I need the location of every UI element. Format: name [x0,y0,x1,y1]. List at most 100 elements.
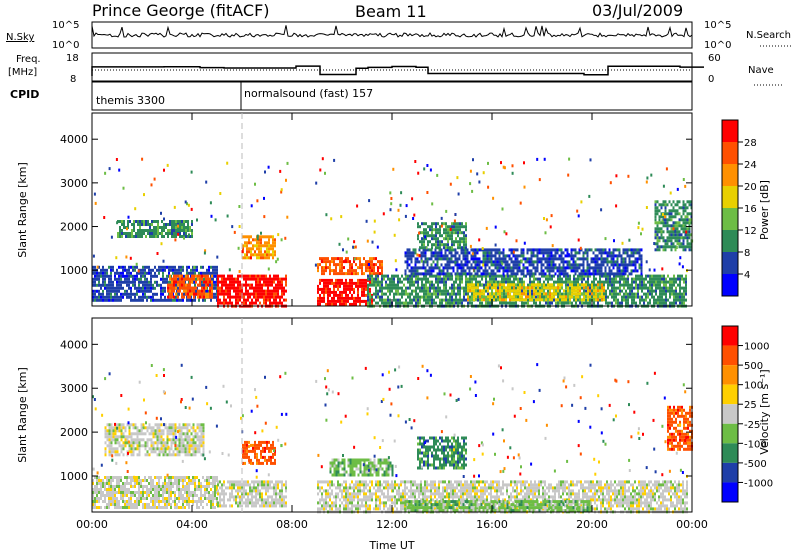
data-cell-8 [471,289,473,293]
data-cell-4 [252,244,254,248]
speckle-cell [373,219,376,223]
data-cell-2 [171,289,173,293]
speckle-cell [416,253,419,257]
data-cell-7 [393,295,395,299]
data-cell-9 [588,272,591,276]
data-cell-7 [609,289,611,293]
data-cell-7 [491,280,493,284]
data-cell-0 [154,292,156,296]
speckle-cell [250,204,253,208]
speckle-cell [389,191,392,195]
data-cell-8 [515,283,517,287]
data-cell-11 [660,221,663,225]
data-cell-1 [183,226,185,229]
data-cell-1 [135,232,137,235]
data-cell-10 [465,243,467,247]
data-cell-7 [615,301,617,305]
data-cell-8 [577,283,579,287]
data-cell-2 [183,295,185,299]
data-cell-7 [561,280,563,284]
data-cell-7 [651,289,653,293]
data-cell-8 [581,283,583,287]
data-cell-7 [665,277,667,281]
data-cell-2 [185,277,187,281]
speckle-cell [550,214,553,218]
data-cell-2 [183,286,185,290]
data-cell-0 [110,482,112,485]
data-cell-7 [413,274,415,278]
data-cell-0 [128,277,130,281]
data-cell-3 [247,292,249,296]
speckle-cell [538,178,541,182]
speckle-cell [177,232,180,236]
data-cell-3 [223,277,225,281]
data-cell-5 [345,284,347,288]
data-cell-9 [582,251,585,255]
data-cell-7 [525,274,527,278]
data-cell-7 [463,286,465,290]
data-cell-7 [637,277,639,281]
data-cell-3 [229,277,231,281]
data-cell-9 [468,260,471,264]
data-cell-0 [116,503,118,506]
data-cell-8 [585,283,587,287]
speckle-cell [196,218,198,222]
data-cell-4 [244,253,246,257]
data-cell-0 [102,268,104,272]
data-cell-3 [221,277,223,281]
data-cell-3 [243,292,245,296]
data-cell-11 [678,206,681,210]
data-cell-7 [567,280,569,284]
data-cell-4 [248,241,250,245]
data-cell-9 [570,266,573,270]
data-cell-0 [148,476,150,479]
data-cell-9 [496,269,499,273]
data-cell-6 [377,269,379,273]
data-cell-7 [615,277,617,281]
data-cell-3 [259,289,261,293]
data-cell-5 [357,290,359,294]
data-cell-7 [395,289,397,293]
data-cell-1 [123,232,125,235]
data-cell-0 [96,289,98,293]
data-cell-9 [562,260,565,264]
data-cell-1 [181,220,183,223]
data-cell-9 [432,254,435,258]
data-cell-9 [622,266,625,270]
data-cell-9 [486,248,489,252]
data-cell-1 [171,226,173,229]
data-cell-7 [575,280,577,284]
data-cell-7 [445,280,447,284]
data-cell-0 [172,298,174,302]
data-cell-3 [237,283,239,287]
data-cell-11 [680,206,683,210]
data-cell-5 [339,302,341,306]
data-cell-11 [676,227,679,231]
data-cell-8 [553,289,555,293]
data-cell-0 [130,476,132,479]
data-cell-10 [435,246,437,250]
data-cell-0 [126,488,128,491]
data-cell-6 [335,272,337,276]
data-cell-7 [607,274,609,278]
data-cell-8 [537,292,539,296]
speckle-cell [345,250,348,254]
data-cell-7 [605,280,607,284]
data-cell-1 [187,223,189,226]
data-cell-3 [267,280,269,284]
data-cell-2 [205,277,207,281]
data-cell-10 [433,234,435,238]
data-cell-9 [424,248,427,252]
data-cell-10 [459,243,461,247]
data-cell-11 [676,221,679,225]
data-cell-0 [112,488,114,491]
data-cell-0 [152,295,154,299]
data-cell-0 [130,500,132,503]
data-cell-7 [443,292,445,296]
data-cell-0 [140,485,142,488]
data-cell-1 [187,235,189,238]
data-cell-11 [674,236,677,240]
data-cell-1 [141,220,143,223]
data-cell-11 [686,227,689,231]
data-cell-3 [235,280,237,284]
